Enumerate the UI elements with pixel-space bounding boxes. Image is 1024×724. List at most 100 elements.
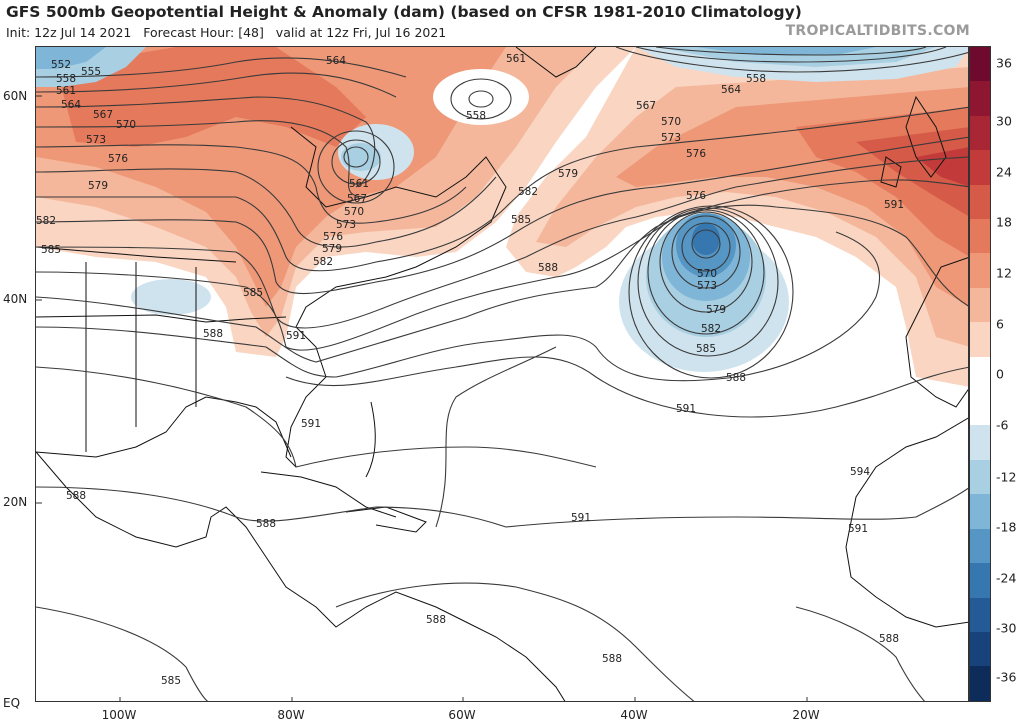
contour-label: 558 — [56, 73, 76, 85]
contour-label: 567 — [93, 109, 113, 121]
colorbar-swatch — [970, 150, 990, 185]
contour-label: 567 — [636, 100, 656, 112]
contour-label: 594 — [850, 466, 870, 478]
colorbar-label: -18 — [996, 519, 1017, 535]
colorbar-swatch — [970, 425, 990, 460]
contour-label: 591 — [286, 330, 306, 342]
height-contours — [36, 47, 968, 701]
contour-label: 576 — [323, 231, 343, 243]
map-svg: 564 561 558 558 564 567 570 573 576 579 … — [36, 47, 968, 701]
contour-label: 585 — [511, 214, 531, 226]
colorbar-label: 6 — [996, 316, 1004, 332]
colorbar-swatch — [970, 287, 990, 323]
contour-label: 570 — [697, 268, 717, 280]
contour-label: 579 — [88, 180, 108, 192]
contour-label: 591 — [884, 199, 904, 211]
colorbar-label: 0 — [996, 366, 1004, 382]
colorbar-swatch — [970, 666, 990, 701]
colorbar-swatch — [970, 563, 990, 598]
contour-label: 585 — [243, 287, 263, 299]
contour-label: 588 — [538, 262, 558, 274]
colorbar-swatch — [970, 494, 990, 529]
chart-title: GFS 500mb Geopotential Height & Anomaly … — [6, 3, 802, 21]
contour-label: 552 — [51, 59, 71, 71]
contour-label: 579 — [706, 304, 726, 316]
contour-label: 564 — [326, 55, 346, 67]
contour-label: 573 — [661, 132, 681, 144]
map-panel: 564 561 558 558 564 567 570 573 576 579 … — [35, 46, 969, 702]
source-credit: TROPICALTIDBITS.COM — [785, 23, 970, 39]
contour-label: 591 — [848, 523, 868, 535]
contour-label: 570 — [661, 116, 681, 128]
contour-label: 591 — [571, 512, 591, 524]
colorbar-swatch — [970, 631, 990, 667]
negative-anomaly-shading — [36, 47, 968, 372]
contour-label: 585 — [41, 244, 61, 256]
lon-label-40w: 40W — [620, 708, 648, 722]
lat-label-20n: 20N — [3, 495, 28, 509]
colorbar-swatch — [970, 184, 990, 220]
contour-labels: 564 561 558 558 564 567 570 573 576 579 … — [36, 53, 904, 687]
contour-label: 588 — [602, 653, 622, 665]
colorbar-label: -12 — [996, 469, 1017, 485]
contour-label: 579 — [558, 168, 578, 180]
contour-label: 561 — [56, 85, 76, 97]
colorbar-label: -6 — [996, 417, 1009, 433]
contour-label: 573 — [336, 219, 356, 231]
contour-label: 579 — [322, 243, 342, 255]
colorbar-swatch — [970, 47, 990, 82]
contour-label: 558 — [746, 73, 766, 85]
colorbar-label: 12 — [996, 265, 1012, 281]
colorbar-swatch — [970, 322, 990, 357]
lon-label-100w: 100W — [101, 708, 137, 722]
contour-label: 588 — [426, 614, 446, 626]
contour-label: 588 — [879, 633, 899, 645]
contour-label: 561 — [506, 53, 526, 65]
contour-label: 558 — [466, 110, 486, 122]
contour-label: 576 — [686, 190, 706, 202]
chart-subtitle: Init: 12z Jul 14 2021 Forecast Hour: [48… — [6, 25, 447, 40]
colorbar-label: 24 — [996, 164, 1012, 180]
colorbar-swatch — [970, 219, 990, 254]
colorbar-swatch — [970, 391, 990, 426]
lat-label-60n: 60N — [3, 89, 28, 103]
colorbar-swatch — [970, 597, 990, 632]
colorbar-label: 36 — [996, 55, 1012, 71]
contour-label: 564 — [721, 84, 741, 96]
colorbar-swatch — [970, 115, 990, 151]
contour-label: 582 — [36, 215, 56, 227]
anomaly-colorbar — [969, 46, 991, 702]
axis-ticks — [36, 95, 808, 701]
contour-label: 555 — [81, 66, 101, 78]
contour-label: 585 — [696, 343, 716, 355]
colorbar-swatch — [970, 253, 990, 288]
contour-label: 561 — [349, 178, 369, 190]
colorbar-label: -36 — [996, 669, 1017, 685]
colorbar-label: 30 — [996, 113, 1012, 129]
lon-label-80w: 80W — [277, 708, 305, 722]
colorbar-swatch — [970, 81, 990, 116]
colorbar-swatch — [970, 459, 990, 495]
contour-label: 591 — [301, 418, 321, 430]
contour-label: 588 — [66, 490, 86, 502]
colorbar-swatch — [970, 356, 990, 392]
contour-label: 573 — [697, 280, 717, 292]
colorbar-swatch — [970, 528, 990, 564]
contour-label: 588 — [726, 372, 746, 384]
colorbar-label: -30 — [996, 620, 1017, 636]
lat-label-eq: EQ — [3, 696, 21, 710]
contour-label: 576 — [108, 153, 128, 165]
contour-label: 588 — [256, 518, 276, 530]
contour-label: 564 — [61, 99, 81, 111]
lat-label-40n: 40N — [3, 292, 28, 306]
contour-label: 570 — [116, 119, 136, 131]
contour-label: 582 — [518, 186, 538, 198]
lon-label-60w: 60W — [448, 708, 476, 722]
contour-label: 582 — [701, 323, 721, 335]
colorbar-label: -24 — [996, 570, 1017, 586]
contour-label: 570 — [344, 206, 364, 218]
contour-label: 573 — [86, 134, 106, 146]
contour-label: 591 — [676, 403, 696, 415]
contour-label: 585 — [161, 675, 181, 687]
contour-label: 582 — [313, 256, 333, 268]
